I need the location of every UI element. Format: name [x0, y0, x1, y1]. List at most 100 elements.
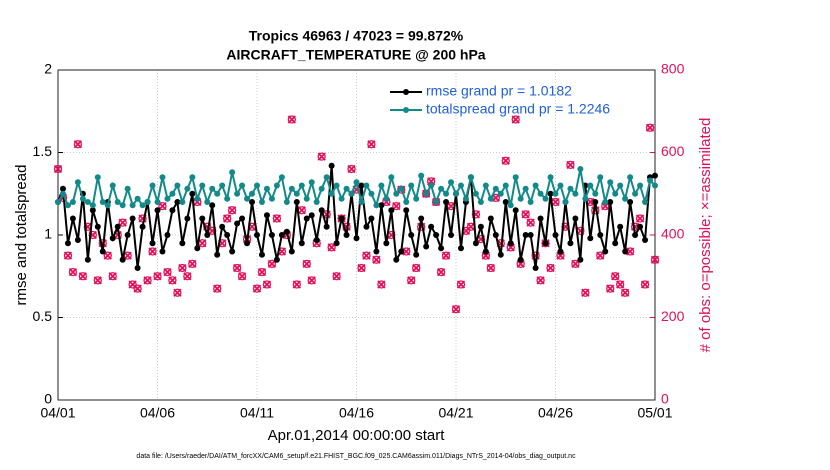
obs-possible [143, 276, 152, 285]
point [239, 182, 246, 189]
obs-marker [377, 280, 386, 289]
point [572, 190, 579, 197]
obs-possible [347, 164, 356, 174]
point [104, 202, 111, 209]
obs-marker [640, 280, 650, 289]
obs-marker [412, 263, 421, 273]
obs-assimilated [645, 123, 655, 132]
point [428, 223, 435, 230]
obs-assimilated [606, 284, 615, 293]
obs-possible [606, 284, 615, 293]
obs-assimilated [621, 288, 630, 297]
point [383, 195, 390, 202]
point [388, 207, 395, 214]
obs-assimilated [232, 263, 242, 273]
point [84, 256, 91, 263]
obs-assimilated [650, 255, 660, 264]
point [229, 248, 236, 255]
obs-assimilated [402, 247, 411, 256]
obs-assimilated [327, 243, 336, 252]
obs-assimilated [213, 284, 222, 293]
point [298, 182, 305, 189]
obs-possible [362, 251, 371, 260]
point [378, 202, 385, 209]
point [433, 199, 440, 205]
obs-marker [287, 115, 296, 124]
obs-assimilated [158, 201, 167, 211]
obs-possible [63, 251, 73, 260]
obs-assimilated [188, 259, 197, 269]
point [358, 199, 365, 205]
point [612, 190, 619, 197]
obs-marker [456, 280, 466, 289]
obs-assimilated [466, 222, 476, 231]
point [582, 195, 589, 202]
obs-assimilated [377, 280, 386, 289]
obs-marker [621, 288, 630, 297]
point [69, 199, 76, 205]
obs-assimilated [63, 251, 73, 260]
obs-possible [93, 276, 102, 285]
obs-assimilated [183, 272, 192, 281]
obs-marker [118, 218, 127, 227]
point [323, 174, 330, 181]
obs-assimilated [436, 267, 446, 277]
point [124, 232, 131, 238]
point [413, 195, 420, 202]
obs-assimilated [307, 276, 316, 285]
obs-marker [198, 239, 207, 248]
obs-marker [68, 267, 78, 277]
point [328, 162, 335, 169]
point [602, 199, 609, 205]
point [527, 232, 534, 238]
obs-possible [392, 201, 401, 211]
point [119, 202, 126, 209]
point [363, 223, 370, 230]
obs-marker [466, 222, 476, 231]
obs-assimilated [237, 272, 247, 281]
point [59, 185, 66, 192]
point [542, 195, 549, 202]
obs-assimilated [551, 197, 560, 207]
point [597, 232, 604, 238]
point [114, 199, 121, 205]
point [482, 182, 489, 189]
point [169, 207, 176, 214]
point [408, 182, 415, 189]
obs-assimilated [272, 214, 282, 223]
obs-marker [451, 305, 461, 314]
y-tick-label: 0.5 [33, 308, 53, 324]
point [597, 174, 604, 181]
point [448, 232, 455, 238]
point [378, 182, 385, 189]
obs-assimilated [163, 267, 172, 277]
point [55, 199, 61, 205]
x-tick-label: 04/11 [240, 405, 274, 421]
point [408, 232, 415, 238]
obs-possible [227, 206, 237, 215]
obs-assimilated [262, 280, 272, 289]
point [552, 190, 559, 197]
y2-tick-label: 0 [661, 391, 669, 407]
obs-marker [581, 288, 590, 297]
obs-assimilated [616, 280, 625, 289]
obs-possible [327, 243, 336, 252]
point [587, 235, 594, 242]
point [512, 174, 519, 181]
point [318, 185, 325, 192]
y2-axis-label: # of obs: o=possible; ×=assimilated [697, 118, 714, 353]
obs-possible [178, 263, 187, 273]
obs-possible [88, 230, 97, 240]
obs-assimilated [267, 259, 277, 269]
obs-marker [441, 251, 451, 260]
point [119, 256, 126, 263]
point [273, 182, 280, 189]
obs-possible [441, 251, 451, 260]
point [423, 190, 430, 197]
point [457, 245, 464, 252]
obs-marker [521, 210, 530, 219]
obs-marker [596, 251, 605, 260]
point [184, 185, 191, 192]
point [109, 235, 116, 242]
obs-assimilated [302, 259, 311, 269]
